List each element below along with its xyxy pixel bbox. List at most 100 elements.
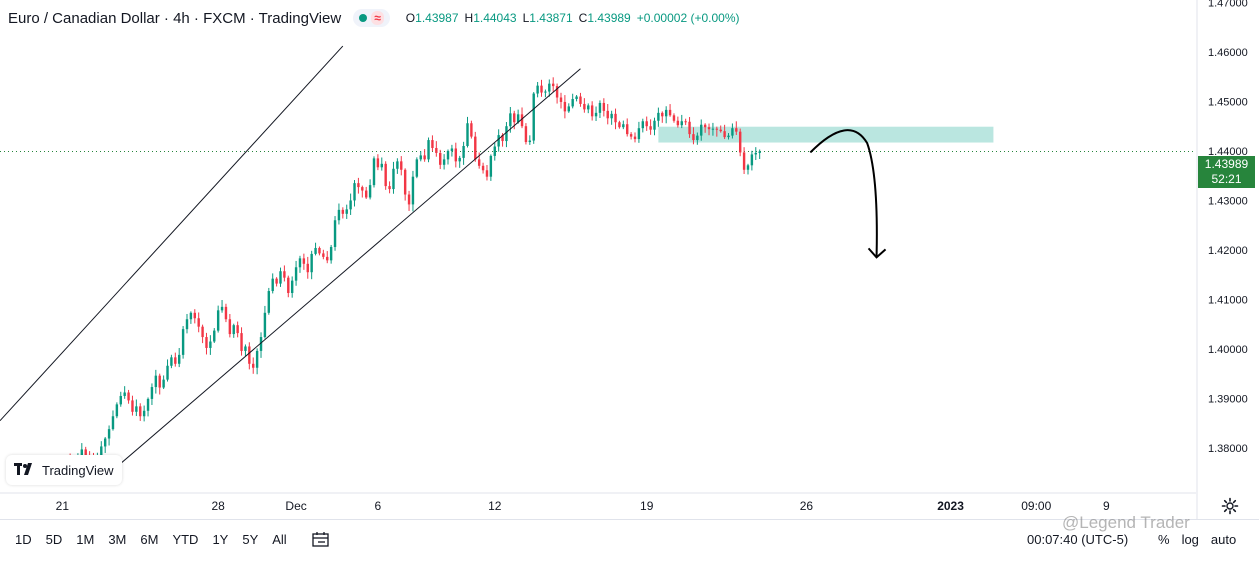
- range-5y-button[interactable]: 5Y: [242, 532, 259, 547]
- candle-body: [435, 147, 438, 153]
- candle-body: [579, 96, 582, 104]
- x-tick-label: 26: [800, 499, 814, 513]
- range-5d-button[interactable]: 5D: [45, 532, 63, 547]
- candle-body: [255, 350, 259, 368]
- candle-body: [622, 124, 625, 128]
- range-1y-button[interactable]: 1Y: [212, 532, 229, 547]
- candle-body: [501, 135, 504, 142]
- candle-body: [505, 126, 508, 142]
- candle-body: [563, 101, 567, 112]
- candle-body: [614, 113, 617, 123]
- candle-body: [458, 157, 461, 162]
- candle-body: [170, 357, 173, 366]
- candle-body: [653, 120, 656, 130]
- range-6m-button[interactable]: 6M: [140, 532, 159, 547]
- candle-body: [267, 291, 271, 313]
- candle-body: [372, 158, 376, 186]
- symbol-title[interactable]: Euro / Canadian Dollar · 4h · FXCM · Tra…: [8, 9, 342, 27]
- tradingview-logo[interactable]: TradingView: [6, 455, 122, 485]
- candle-body: [185, 319, 189, 330]
- candle-body: [275, 278, 278, 284]
- candle-body: [470, 123, 473, 137]
- x-tick-label: 21: [56, 499, 70, 513]
- x-tick-label: Dec: [285, 499, 306, 513]
- x-tick-label: 9: [1103, 499, 1110, 513]
- candle-body: [735, 128, 738, 132]
- candle-body: [700, 124, 703, 136]
- date-range-buttons: 1D 5D 1M 3M 6M YTD 1Y 5Y All: [8, 532, 294, 547]
- candle-body: [466, 123, 469, 147]
- range-all-button[interactable]: All: [272, 532, 287, 547]
- low-label: L: [522, 11, 530, 25]
- projection-arrow-head: [867, 247, 887, 259]
- candle-body: [462, 146, 465, 158]
- candle-body: [407, 194, 411, 205]
- supply-zone: [658, 126, 994, 143]
- candle-body: [626, 124, 629, 135]
- range-1m-button[interactable]: 1M: [76, 532, 95, 547]
- candle-body: [174, 357, 177, 364]
- candle-body: [516, 114, 520, 123]
- candle-body: [294, 267, 298, 281]
- tradingview-logo-icon: [14, 462, 36, 479]
- candle-body: [376, 158, 380, 168]
- candle-body: [727, 135, 730, 138]
- candle-body: [754, 152, 757, 155]
- candle-body: [657, 112, 660, 121]
- candle-body: [707, 127, 711, 130]
- date-range-calendar-icon[interactable]: [310, 530, 332, 550]
- range-ytd-button[interactable]: YTD: [172, 532, 199, 547]
- candle-body: [536, 85, 539, 94]
- candle-body: [415, 159, 419, 177]
- candle-body: [680, 121, 683, 126]
- x-tick-label: 28: [211, 499, 225, 513]
- candle-body: [551, 83, 555, 87]
- candle-body: [520, 114, 524, 127]
- candle-body: [166, 365, 169, 380]
- auto-scale-button[interactable]: auto: [1210, 532, 1237, 547]
- candle-body: [633, 136, 637, 140]
- projection-arrow: [809, 129, 878, 258]
- bar-countdown: 52:21: [1211, 172, 1242, 186]
- candle-body: [232, 325, 235, 335]
- candle-body: [645, 121, 648, 127]
- bottom-toolbar: 1D 5D 1M 3M 6M YTD 1Y 5Y All 00:07:40 (U…: [0, 519, 1259, 561]
- candle-body: [446, 150, 450, 160]
- channel-lower-line: [100, 68, 581, 481]
- time-zone-clock[interactable]: 00:07:40 (UTC-5): [1027, 532, 1129, 547]
- candle-body: [306, 263, 309, 273]
- candle-body: [555, 86, 559, 98]
- candle-body: [474, 136, 477, 160]
- range-1d-button[interactable]: 1D: [15, 532, 32, 547]
- candle-body: [107, 429, 111, 439]
- delay-icon: ≈: [371, 11, 384, 25]
- candle-body: [431, 140, 434, 148]
- market-status[interactable]: ≈: [353, 9, 390, 27]
- candle-body: [509, 113, 512, 127]
- chart-area[interactable]: 1.38000 1.39000 1.40000 1.41000 1.42000 1.430…: [0, 0, 1259, 519]
- chart-settings-gear-icon[interactable]: [1221, 497, 1239, 515]
- x-tick-label: 6: [375, 499, 382, 513]
- candle-body: [216, 310, 220, 331]
- candle-body: [524, 126, 528, 143]
- candle-body: [146, 398, 150, 411]
- candle-body: [641, 121, 645, 129]
- candle-body: [571, 98, 574, 107]
- log-scale-button[interactable]: log: [1181, 532, 1199, 547]
- candle-body: [758, 151, 761, 153]
- percent-scale-button[interactable]: %: [1158, 532, 1170, 547]
- candle-body: [746, 165, 750, 170]
- candle-body: [587, 105, 590, 110]
- candle-body: [111, 416, 115, 430]
- candle-body: [228, 319, 232, 335]
- candle-body: [411, 176, 415, 205]
- y-tick-label: 1.42000: [1208, 245, 1248, 257]
- candle-body: [688, 121, 691, 135]
- range-3m-button[interactable]: 3M: [108, 532, 127, 547]
- candle-body: [400, 161, 403, 170]
- price-chart[interactable]: 1.38000 1.39000 1.40000 1.41000 1.42000 1.430…: [0, 0, 1259, 519]
- candle-body: [583, 103, 586, 110]
- candle-body: [489, 155, 493, 177]
- candle-body: [142, 410, 146, 417]
- candle-body: [123, 392, 126, 396]
